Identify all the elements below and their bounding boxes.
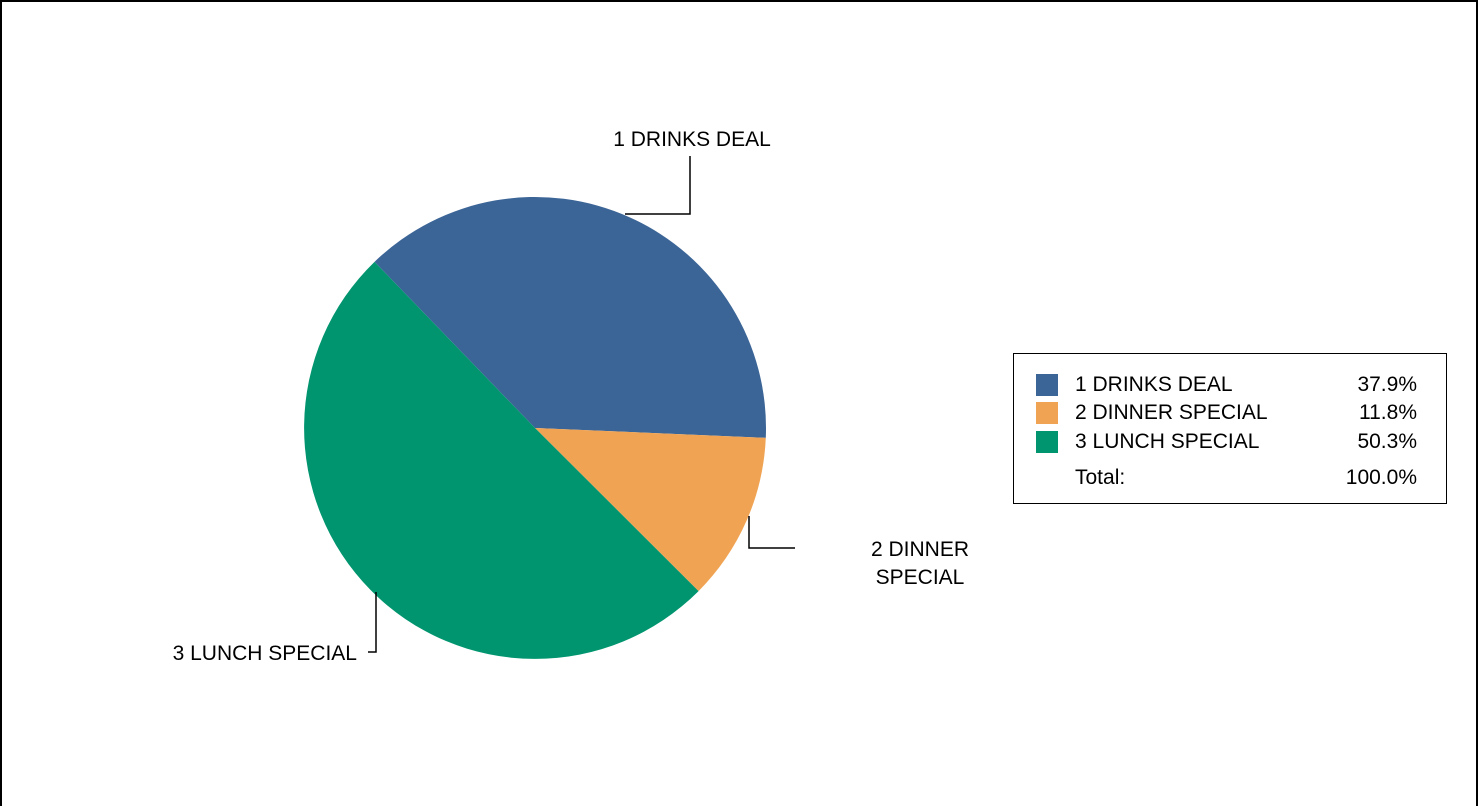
legend-label-lunch-special: 3 LUNCH SPECIAL bbox=[1075, 430, 1260, 453]
leader-line-drinks-deal bbox=[625, 156, 691, 215]
legend-row-dinner-special: 2 DINNER SPECIAL 11.8% bbox=[1014, 400, 1448, 426]
callout-dinner-special: 2 DINNER SPECIAL bbox=[748, 516, 969, 589]
legend-swatch-dinner-special bbox=[1036, 402, 1058, 424]
legend-row-total: Total: 100.0% bbox=[1014, 465, 1448, 491]
legend-total-value: 100.0% bbox=[1345, 466, 1417, 489]
callout-lunch-special: 3 LUNCH SPECIAL bbox=[173, 592, 377, 665]
legend-value-dinner-special: 11.8% bbox=[1359, 401, 1417, 424]
slice-label-lunch-special: 3 LUNCH SPECIAL bbox=[173, 642, 357, 665]
leader-line-lunch-special bbox=[368, 592, 377, 653]
legend-swatch-lunch-special bbox=[1036, 431, 1058, 453]
legend-value-drinks-deal: 37.9% bbox=[1357, 373, 1417, 396]
slice-label-dinner-special-line1: 2 DINNER bbox=[871, 538, 969, 561]
legend-label-drinks-deal: 1 DRINKS DEAL bbox=[1075, 373, 1233, 396]
chart-legend: 1 DRINKS DEAL 37.9% 2 DINNER SPECIAL 11.… bbox=[1013, 353, 1447, 504]
pie-slice-drinks-deal bbox=[374, 196, 766, 438]
pie-slice-lunch-special bbox=[304, 261, 699, 659]
legend-swatch-drinks-deal bbox=[1036, 374, 1058, 396]
legend-row-lunch-special: 3 LUNCH SPECIAL 50.3% bbox=[1014, 429, 1448, 455]
slice-label-drinks-deal: 1 DRINKS DEAL bbox=[613, 128, 771, 151]
legend-value-lunch-special: 50.3% bbox=[1357, 430, 1417, 453]
legend-total-label: Total: bbox=[1075, 466, 1126, 489]
slice-label-dinner-special-line2: SPECIAL bbox=[876, 566, 965, 589]
callout-drinks-deal: 1 DRINKS DEAL bbox=[613, 128, 771, 215]
pie-slice-dinner-special bbox=[535, 428, 766, 592]
legend-label-dinner-special: 2 DINNER SPECIAL bbox=[1075, 401, 1268, 424]
pie-slices bbox=[304, 196, 766, 659]
leader-line-dinner-special bbox=[748, 516, 795, 549]
legend-row-drinks-deal: 1 DRINKS DEAL 37.9% bbox=[1014, 372, 1448, 398]
